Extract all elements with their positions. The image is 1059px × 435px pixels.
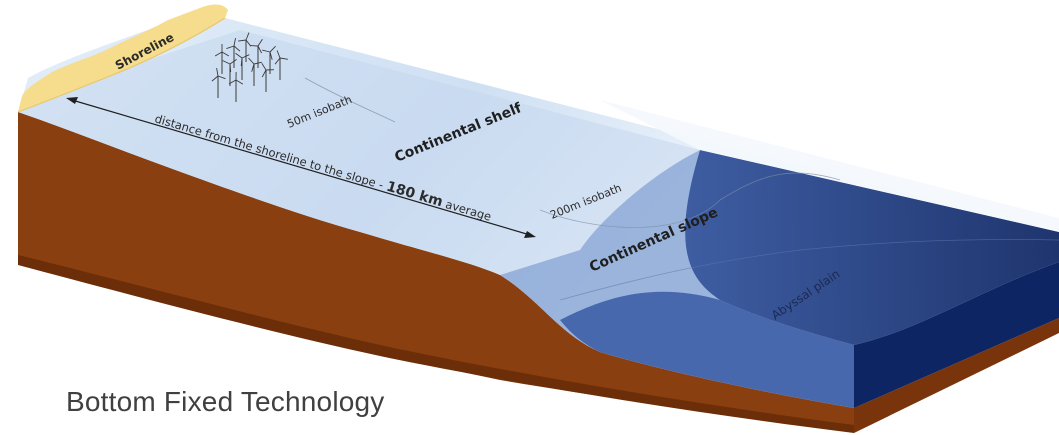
- isobath-200-line: [539, 172, 841, 228]
- distance-arrow: [66, 97, 536, 238]
- arrowhead-left-icon: [66, 97, 78, 104]
- wind-turbine-icon: [211, 68, 226, 98]
- wind-turbine-icon: [249, 39, 263, 68]
- deep-water-right-side: [854, 262, 1059, 408]
- wind-turbines-group: [211, 32, 288, 102]
- shoreline-sand: [18, 4, 228, 112]
- wind-turbine-icon: [262, 45, 276, 74]
- arrowhead-right-icon: [524, 231, 536, 238]
- surface-highlight: [600, 100, 1059, 232]
- shelf-water-band: [18, 30, 700, 275]
- abyssal-water-top: [685, 150, 1059, 345]
- abyssal-boundary-line: [559, 239, 1059, 301]
- wind-turbine-icon: [214, 44, 230, 74]
- earth-slab: [18, 112, 854, 425]
- isobath-50-line: [304, 77, 396, 123]
- deep-water-front: [560, 291, 854, 408]
- earth-right-side: [854, 318, 1059, 433]
- wind-turbine-icon: [235, 52, 250, 80]
- wind-turbine-icon: [228, 71, 244, 102]
- wind-turbine-icon: [274, 50, 288, 80]
- caption: Bottom Fixed Technology: [66, 386, 385, 417]
- shoreline-edge: [17, 17, 226, 113]
- wind-turbine-icon: [248, 57, 262, 86]
- wind-turbine-icon: [261, 62, 275, 92]
- wind-turbine-icon: [226, 38, 241, 68]
- seabed-cross-section: [18, 112, 854, 433]
- wind-turbine-icon: [222, 59, 237, 86]
- wind-turbine-icon: [238, 32, 252, 62]
- earth-bottom-edge: [18, 255, 854, 433]
